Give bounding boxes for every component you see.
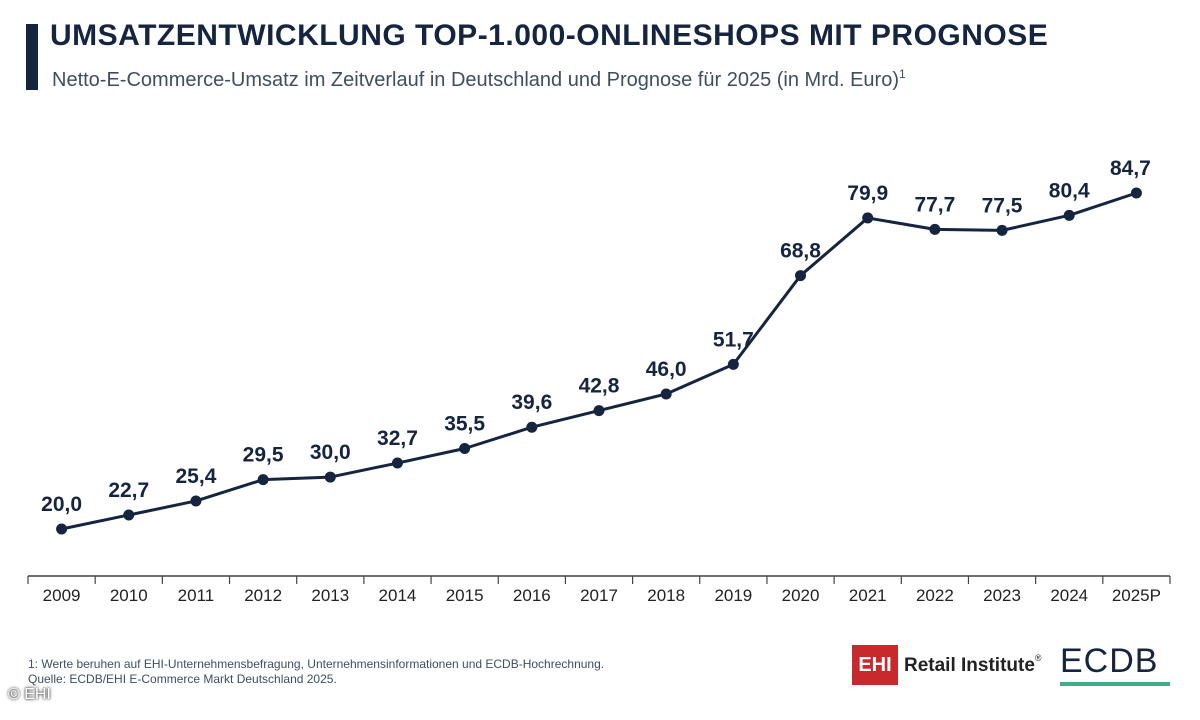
data-point [929, 224, 940, 235]
data-point [661, 388, 672, 399]
data-label: 51,7 [713, 328, 754, 351]
data-point [594, 405, 605, 416]
data-label: 84,7 [1110, 157, 1151, 180]
data-label: 77,5 [982, 194, 1023, 217]
x-tick-label: 2023 [983, 586, 1021, 605]
data-label: 20,0 [41, 493, 82, 516]
copyright-text: © EHI [8, 686, 51, 704]
x-tick-label: 2018 [647, 586, 685, 605]
x-tick-label: 2022 [916, 586, 954, 605]
ehi-registered-mark: ® [1035, 653, 1042, 663]
series-line [62, 193, 1137, 529]
x-tick-label: 2009 [43, 586, 81, 605]
data-label: 77,7 [914, 193, 955, 216]
x-tick-label: 2025P [1112, 586, 1161, 605]
line-chart: 2009 2010 2011 2012 2013 2014 2015 2016 2017 2018… [0, 0, 1200, 720]
ehi-logo-mark: EHI [852, 645, 898, 685]
data-label: 29,5 [243, 444, 284, 467]
data-label: 68,8 [780, 240, 821, 263]
ehi-logo-text: Retail Institute® [904, 653, 1042, 677]
data-label: 46,0 [646, 358, 687, 381]
x-axis: 2009 2010 2011 2012 2013 2014 2015 2016 2017 2018… [28, 576, 1170, 605]
ehi-logo-name: Retail Institute [904, 655, 1035, 676]
x-tick-label: 2015 [446, 586, 484, 605]
data-point-layer [56, 188, 1142, 535]
x-tick-label: 2012 [244, 586, 282, 605]
footnote-text: 1: Werte beruhen auf EHI-Unternehmensbef… [28, 657, 604, 672]
data-label: 22,7 [108, 479, 149, 502]
data-point [862, 212, 873, 223]
x-tick-label: 2024 [1050, 586, 1088, 605]
data-label: 35,5 [444, 413, 485, 436]
x-tick-label: 2011 [178, 586, 215, 605]
data-point [325, 472, 336, 483]
ecdb-logo-text: ECDB [1060, 642, 1172, 680]
data-label: 30,0 [310, 441, 351, 464]
series-line-layer [62, 193, 1137, 529]
footnotes: 1: Werte beruhen auf EHI-Unternehmensbef… [28, 657, 604, 687]
x-tick-label: 2017 [580, 586, 618, 605]
data-point [459, 443, 470, 454]
source-text: Quelle: ECDB/EHI E-Commerce Markt Deutsc… [28, 672, 604, 687]
x-tick-label: 2020 [782, 586, 820, 605]
x-tick-label: 2013 [311, 586, 349, 605]
ecdb-logo: ECDB [1060, 642, 1172, 690]
data-label: 42,8 [579, 375, 620, 398]
data-point [997, 225, 1008, 236]
ehi-logo: EHI Retail Institute® [852, 645, 1042, 685]
x-tick-label: 2021 [849, 586, 887, 605]
data-label: 32,7 [377, 427, 418, 450]
data-point [123, 509, 134, 520]
data-label: 79,9 [847, 182, 888, 205]
data-label: 39,6 [511, 391, 552, 414]
x-tick-label: 2010 [110, 586, 148, 605]
data-point [56, 524, 67, 535]
data-point [1064, 210, 1075, 221]
x-tick-label: 2016 [513, 586, 551, 605]
data-point [190, 495, 201, 506]
data-point [258, 474, 269, 485]
data-point [526, 422, 537, 433]
data-label: 80,4 [1049, 179, 1090, 202]
ecdb-logo-underline [1060, 682, 1170, 686]
data-point [795, 270, 806, 281]
data-point [1131, 188, 1142, 199]
x-tick-label: 2019 [714, 586, 752, 605]
x-tick-label: 2014 [379, 586, 417, 605]
data-point [392, 458, 403, 469]
data-label-layer: 20,0 22,7 25,4 29,5 30,0 32,7 35,5 39,6 42,8 46,0… [41, 157, 1151, 516]
data-label: 25,4 [176, 465, 217, 488]
data-point [728, 359, 739, 370]
